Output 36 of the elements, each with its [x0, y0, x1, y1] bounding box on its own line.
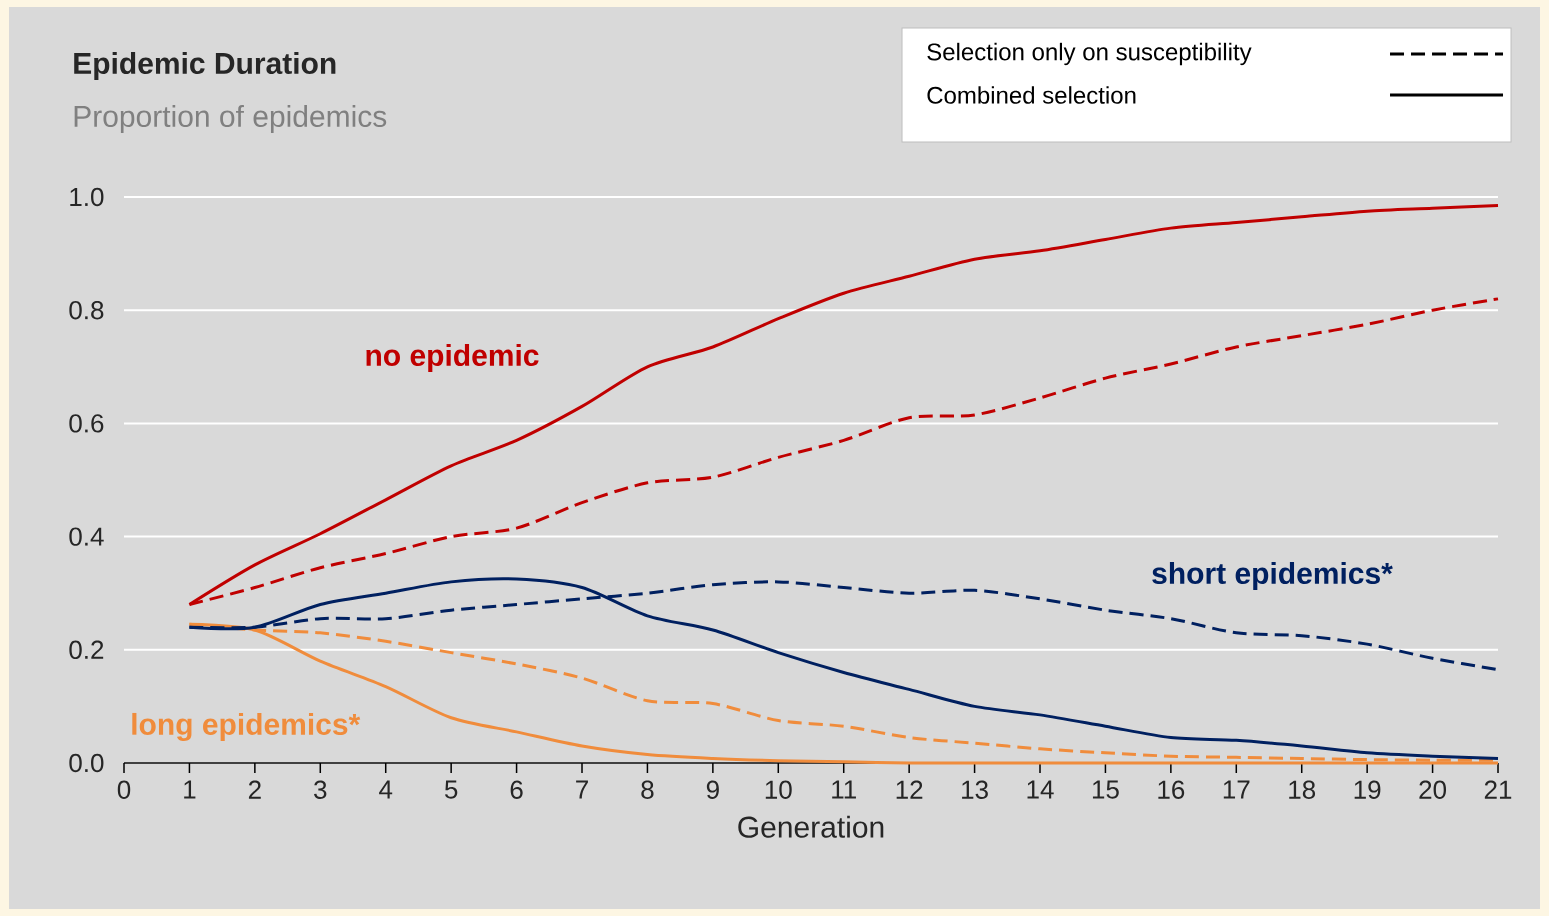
x-tick-label: 7	[576, 780, 588, 799]
x-tick-label: 17	[1223, 780, 1250, 799]
x-tick-label: 0	[117, 780, 131, 799]
text: Combined selection	[927, 86, 1136, 104]
x-tick-label: 12	[896, 780, 923, 799]
annotation: no epidemic	[366, 344, 539, 372]
y-tick-label: 0.4	[69, 527, 104, 546]
x-tick-label: 6	[510, 780, 523, 799]
x-tick-label: 1	[184, 780, 196, 799]
x-tick-label: 19	[1354, 780, 1381, 799]
x-tick-label: 4	[379, 780, 393, 799]
text: Selection only on susceptibility	[927, 42, 1252, 66]
y-tick-label: 0.0	[69, 753, 104, 773]
y-tick-label: 0.8	[69, 300, 104, 320]
x-tick-label: 21	[1484, 780, 1512, 799]
x-tick-label: 15	[1092, 780, 1119, 799]
x-tick-label: 13	[962, 780, 988, 799]
x-tick-label: 14	[1027, 780, 1054, 799]
x-tick-label: 9	[706, 780, 719, 799]
x-tick-label: 8	[641, 780, 654, 799]
chart-title: Epidemic Duration	[74, 52, 336, 80]
x-tick-label: 18	[1289, 780, 1316, 799]
x-tick-label: 3	[314, 780, 327, 799]
annotation: long epidemics*	[132, 712, 361, 742]
x-tick-label: 16	[1158, 780, 1185, 799]
x-axis-title: Generation	[738, 815, 884, 838]
y-tick-label: 0.6	[69, 414, 104, 433]
y-tick-label: 1.0	[70, 187, 104, 207]
annotation: short epidemics*	[1152, 562, 1393, 590]
x-tick-label: 10	[765, 780, 792, 799]
x-tick-label: 5	[444, 780, 458, 799]
chart-subtitle: Proportion of epidemics	[74, 105, 387, 133]
y-tick-label: 0.2	[69, 640, 104, 659]
x-tick-label: 2	[248, 780, 261, 799]
x-tick-label: 11	[832, 780, 856, 799]
x-tick-label: 20	[1419, 780, 1447, 799]
